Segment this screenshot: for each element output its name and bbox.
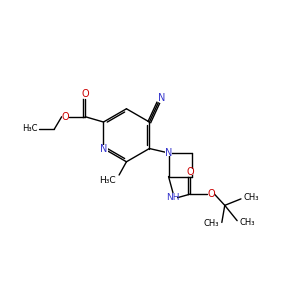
- FancyBboxPatch shape: [169, 194, 177, 201]
- Text: NH: NH: [166, 193, 180, 202]
- FancyBboxPatch shape: [208, 191, 214, 197]
- Text: O: O: [81, 89, 89, 99]
- Text: H₃C: H₃C: [99, 176, 116, 185]
- Text: CH₃: CH₃: [240, 218, 256, 226]
- Text: N: N: [100, 143, 107, 154]
- Text: O: O: [186, 167, 194, 177]
- FancyBboxPatch shape: [165, 150, 172, 156]
- FancyBboxPatch shape: [62, 114, 68, 120]
- Text: O: O: [207, 189, 215, 199]
- Text: CH₃: CH₃: [203, 219, 219, 228]
- FancyBboxPatch shape: [99, 145, 108, 152]
- Text: CH₃: CH₃: [244, 193, 259, 202]
- FancyBboxPatch shape: [187, 169, 193, 175]
- Text: N: N: [165, 148, 172, 158]
- Text: N: N: [158, 94, 165, 103]
- Text: H₃C: H₃C: [22, 124, 37, 133]
- FancyBboxPatch shape: [158, 96, 165, 102]
- FancyBboxPatch shape: [82, 91, 88, 97]
- Text: O: O: [61, 112, 69, 122]
